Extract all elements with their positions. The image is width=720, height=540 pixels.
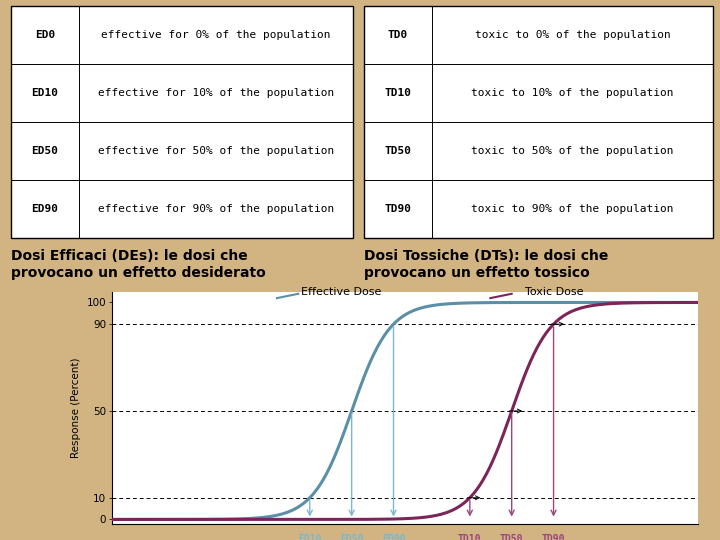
Text: TD50: TD50 — [500, 534, 523, 540]
Text: ED10: ED10 — [32, 88, 58, 98]
Text: effective for 0% of the population: effective for 0% of the population — [102, 30, 330, 40]
Text: Dosi Efficaci (DEs): le dosi che
provocano un effetto desiderato: Dosi Efficaci (DEs): le dosi che provoca… — [11, 249, 266, 280]
Text: toxic to 90% of the population: toxic to 90% of the population — [471, 204, 674, 214]
Text: ED90: ED90 — [32, 204, 58, 214]
Text: ED0: ED0 — [35, 30, 55, 40]
Text: ED50: ED50 — [340, 534, 364, 540]
Text: TD50: TD50 — [384, 146, 411, 156]
Text: ED10: ED10 — [298, 534, 322, 540]
Text: ED90: ED90 — [382, 534, 405, 540]
Text: TD10: TD10 — [458, 534, 482, 540]
Text: effective for 90% of the population: effective for 90% of the population — [98, 204, 334, 214]
Text: ED50: ED50 — [32, 146, 58, 156]
Text: toxic to 0% of the population: toxic to 0% of the population — [474, 30, 670, 40]
Bar — [11, 6, 353, 238]
Text: toxic to 50% of the population: toxic to 50% of the population — [471, 146, 674, 156]
Bar — [364, 6, 713, 238]
Text: Toxic Dose: Toxic Dose — [525, 287, 584, 297]
Text: effective for 50% of the population: effective for 50% of the population — [98, 146, 334, 156]
Text: TD90: TD90 — [384, 204, 411, 214]
Text: TD90: TD90 — [542, 534, 565, 540]
Text: Effective Dose: Effective Dose — [301, 287, 381, 297]
Text: TD0: TD0 — [387, 30, 408, 40]
Text: Dosi Tossiche (DTs): le dosi che
provocano un effetto tossico: Dosi Tossiche (DTs): le dosi che provoca… — [364, 249, 608, 280]
Text: toxic to 10% of the population: toxic to 10% of the population — [471, 88, 674, 98]
Text: TD10: TD10 — [384, 88, 411, 98]
Y-axis label: Response (Percent): Response (Percent) — [71, 357, 81, 458]
Text: effective for 10% of the population: effective for 10% of the population — [98, 88, 334, 98]
